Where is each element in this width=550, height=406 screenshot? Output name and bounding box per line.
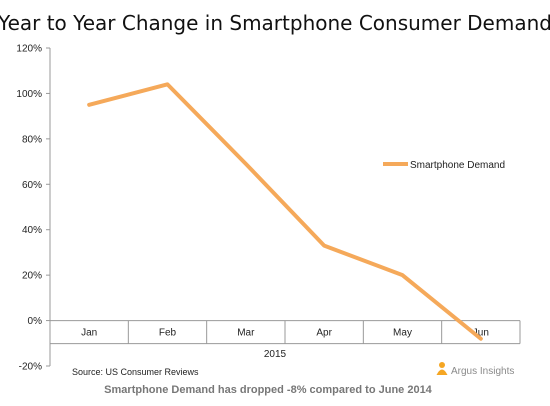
chart-series [87, 82, 483, 341]
x-axis-title: 2015 [264, 349, 287, 360]
chart-axes [49, 48, 521, 366]
brand-name: Argus Insights [451, 366, 514, 377]
x-tick-label: Jun [473, 328, 489, 339]
x-tick-label: Feb [159, 328, 177, 339]
x-tick-label: Jan [81, 328, 97, 339]
legend-label: Smartphone Demand [410, 160, 505, 171]
y-tick-label: 80% [22, 134, 42, 145]
y-tick-label: 60% [22, 180, 42, 191]
legend: Smartphone Demand [383, 160, 505, 171]
y-tick-label: 0% [28, 316, 43, 327]
source-note: Source: US Consumer Reviews [72, 367, 199, 377]
y-tick-label: -20% [19, 362, 42, 373]
series-line [87, 82, 483, 341]
footnote: Smartphone Demand has dropped -8% compar… [104, 384, 433, 396]
x-tick-label: Apr [316, 328, 332, 339]
y-tick-label: 120% [16, 44, 42, 55]
y-tick-label: 100% [16, 89, 42, 100]
y-tick-label: 20% [22, 271, 42, 282]
x-tick-label: Mar [237, 328, 255, 339]
y-tick-label: 40% [22, 225, 42, 236]
chart-title: Year to Year Change in Smartphone Consum… [0, 11, 550, 35]
y-axis-ticks: -20% 0% 20% 40% 60% 80% 100% 120% [16, 44, 50, 373]
x-tick-label: May [393, 328, 412, 339]
x-axis-ticks: Jan Feb Mar Apr May Jun [81, 328, 489, 339]
brand-logo: Argus Insights [436, 362, 514, 377]
person-icon [436, 362, 448, 375]
